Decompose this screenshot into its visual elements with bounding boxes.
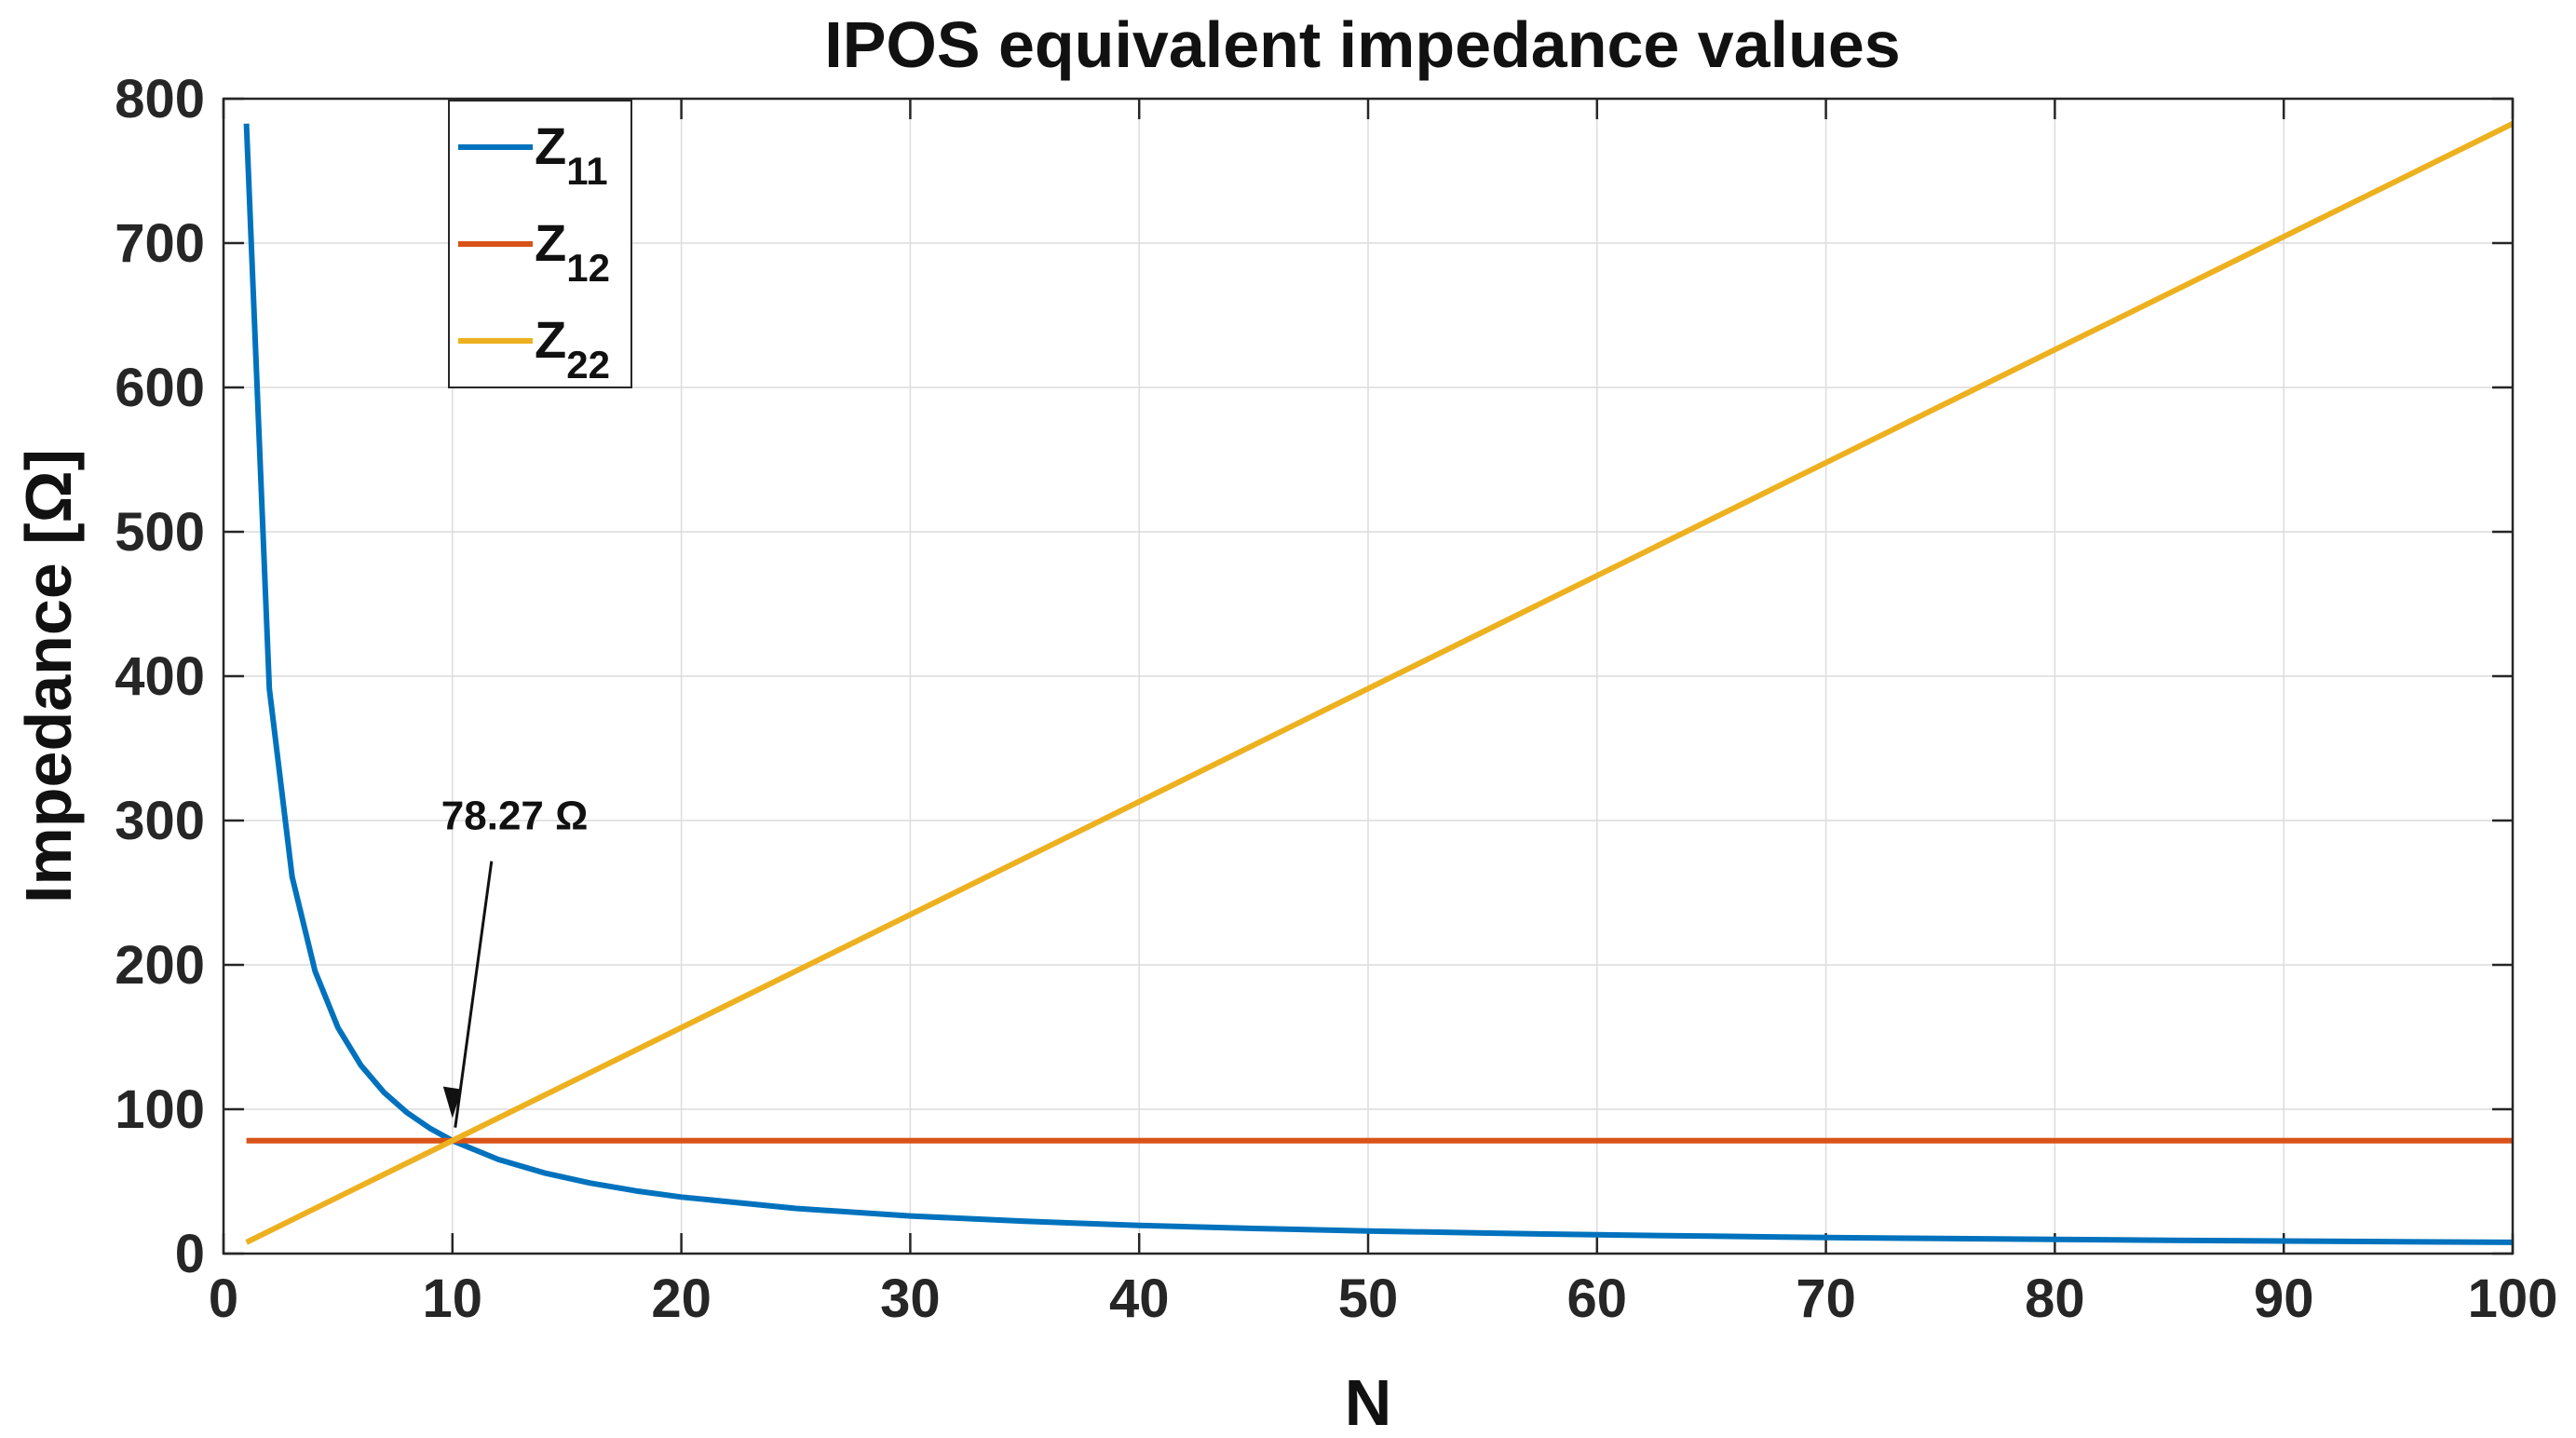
chart-title: IPOS equivalent impedance values [824,8,1900,81]
x-tick-label: 70 [1796,1268,1856,1329]
x-axis-label: N [1345,1366,1392,1438]
legend-label: Z12 [535,213,610,290]
y-tick-label: 200 [115,935,205,996]
x-tick-label: 100 [2468,1268,2558,1329]
legend-label-main: Z [535,213,566,272]
x-tick-label: 90 [2254,1268,2314,1329]
y-tick-label: 700 [115,213,205,274]
x-tick-label: 40 [1109,1268,1170,1329]
y-tick-label: 0 [175,1224,205,1284]
y-tick-label: 800 [115,69,205,129]
series-line-z11 [243,123,2514,1245]
annotation: 78.27 Ω [441,794,589,1128]
annotation-arrow-shaft [454,861,494,1128]
y-axis-label: Impedance [Ω] [12,449,85,903]
plot-frame [222,97,2515,1255]
x-tick-label: 50 [1338,1268,1399,1329]
x-tick-label: 20 [651,1268,712,1329]
tick-labels: 0 10 20 30 40 50 60 70 80 90 100 0 100 200 300 400 500 60… [115,69,2557,1329]
legend-label: Z11 [535,116,608,193]
legend-label-subscript: 11 [566,149,607,193]
y-tick-label: 400 [115,646,205,707]
legend-label-main: Z [535,310,566,369]
legend-label-main: Z [535,116,566,175]
annotation-label: 78.27 Ω [441,794,589,839]
x-tick-label: 60 [1567,1268,1628,1329]
x-tick-label: 10 [423,1268,483,1329]
x-tick-label: 0 [209,1268,238,1329]
annotation-arrow-head [442,1086,462,1119]
y-tick-label: 600 [115,358,205,418]
series-line-z22 [245,121,2515,1245]
x-tick-label: 30 [880,1268,941,1329]
legend-label: Z22 [535,310,610,387]
x-tick-label: 80 [2025,1268,2085,1329]
legend-label-subscript: 12 [566,246,610,290]
y-tick-label: 300 [115,791,205,851]
y-tick-label: 100 [115,1079,205,1140]
legend-label-subscript: 22 [566,343,610,387]
series-lines [243,121,2515,1245]
y-tick-label: 500 [115,502,205,563]
